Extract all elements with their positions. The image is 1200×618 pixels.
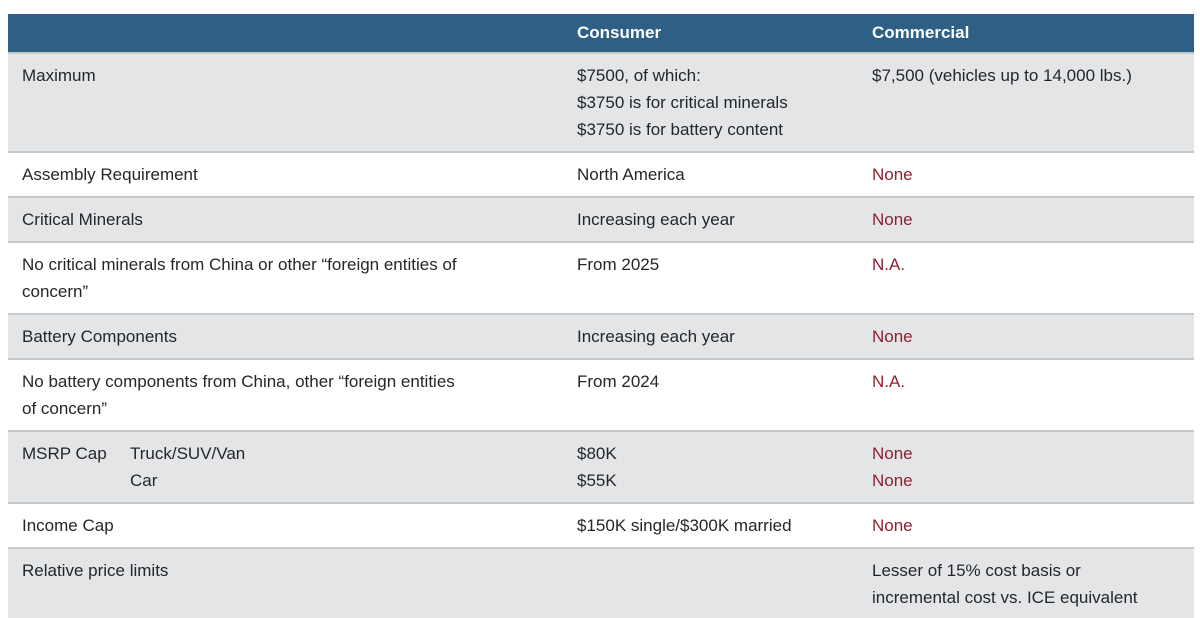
row-sublabels: Truck/SUV/Van Car [130, 440, 245, 494]
table-row-income-cap: Income Cap $150K single/$300K married No… [8, 502, 1194, 547]
table-row-battery-components: Battery Components Increasing each year … [8, 313, 1194, 358]
cell-line: Lesser of 15% cost basis or [872, 561, 1081, 580]
cell-line: of concern” [22, 399, 108, 418]
row-label-text: MSRP Cap [22, 444, 107, 463]
comparison-table: Consumer Commercial Maximum $7500, of wh… [8, 14, 1194, 618]
sublabel: Truck/SUV/Van [130, 444, 246, 463]
table-row-relative-price-limits: Relative price limits Lesser of 15% cost… [8, 547, 1194, 618]
cell-line: No critical minerals from China or other… [22, 255, 457, 274]
commercial-cell: N.A. [872, 255, 906, 274]
consumer-cell [565, 549, 860, 618]
cell-line: $7500, of which: [577, 66, 701, 85]
consumer-cell: From 2025 [577, 255, 660, 274]
row-label: MSRP Cap Truck/SUV/Van Car [8, 432, 565, 502]
cell-line: concern” [22, 282, 89, 301]
table-header-row: Consumer Commercial [8, 14, 1194, 52]
row-label: No battery components from China, other … [8, 360, 565, 430]
commercial-cell: N.A. [872, 372, 906, 391]
table-row-no-battery-components-china: No battery components from China, other … [8, 358, 1194, 430]
cell-line: $55K [577, 471, 617, 490]
cell-line: No battery components from China, other … [22, 372, 455, 391]
consumer-cell: From 2024 [577, 372, 660, 391]
commercial-cell: None [872, 327, 913, 346]
cell-line: $7,500 (vehicles up to 14,000 lbs.) [872, 66, 1132, 85]
consumer-cell: North America [577, 165, 685, 184]
consumer-cell: Increasing each year [577, 327, 735, 346]
consumer-cell: $150K single/$300K married [577, 516, 792, 535]
table-row-critical-minerals: Critical Minerals Increasing each year N… [8, 196, 1194, 241]
consumer-cell: Increasing each year [577, 210, 735, 229]
table-row-msrp-cap: MSRP Cap Truck/SUV/Van Car $80K $55K Non… [8, 430, 1194, 502]
row-label: Battery Components [22, 327, 177, 346]
cell-line: incremental cost vs. ICE equivalent [872, 588, 1138, 607]
consumer-cell: $80K $55K [565, 432, 860, 502]
row-label: Relative price limits [22, 561, 169, 580]
cell-line: $80K [577, 444, 617, 463]
commercial-cell: $7,500 (vehicles up to 14,000 lbs.) [860, 54, 1194, 151]
sublabel: Car [130, 471, 158, 490]
commercial-cell: None None [860, 432, 1194, 502]
commercial-cell: None [872, 165, 913, 184]
row-label: Critical Minerals [22, 210, 143, 229]
commercial-cell: None [872, 210, 913, 229]
row-label: No critical minerals from China or other… [8, 243, 565, 313]
table-row-no-critical-minerals-china: No critical minerals from China or other… [8, 241, 1194, 313]
row-label: Income Cap [22, 516, 114, 535]
cell-line: None [872, 471, 913, 490]
cell-line: $3750 is for critical minerals [577, 93, 788, 112]
row-label: Maximum [22, 66, 96, 85]
cell-line: None [872, 444, 913, 463]
commercial-cell: None [872, 516, 913, 535]
table-row-maximum: Maximum $7500, of which: $3750 is for cr… [8, 52, 1194, 151]
header-cell-consumer: Consumer [577, 23, 662, 42]
cell-line: $3750 is for battery content [577, 120, 784, 139]
row-label: Assembly Requirement [22, 165, 198, 184]
header-cell-commercial: Commercial [872, 23, 970, 42]
table-row-assembly-requirement: Assembly Requirement North America None [8, 151, 1194, 196]
commercial-cell: Lesser of 15% cost basis or incremental … [860, 549, 1194, 618]
consumer-cell: $7500, of which: $3750 is for critical m… [565, 54, 860, 151]
